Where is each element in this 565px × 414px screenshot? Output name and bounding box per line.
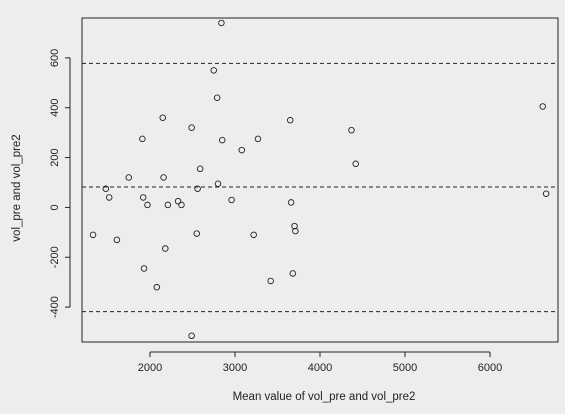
data-point-35 bbox=[292, 227, 299, 235]
data-point-27 bbox=[238, 146, 246, 154]
data-point-19 bbox=[194, 185, 201, 192]
data-point-39 bbox=[542, 190, 550, 197]
data-point-7 bbox=[140, 265, 148, 272]
data-point-15 bbox=[178, 201, 185, 209]
data-point-21 bbox=[210, 67, 217, 74]
data-point-16 bbox=[188, 124, 195, 131]
data-point-13 bbox=[164, 201, 172, 209]
x-tick-label-3: 5000 bbox=[393, 362, 417, 374]
data-point-25 bbox=[218, 136, 226, 144]
data-point-10 bbox=[159, 114, 166, 121]
y-tick-label-5: 600 bbox=[49, 49, 61, 67]
x-tick-label-0: 2000 bbox=[138, 362, 162, 374]
data-point-36 bbox=[348, 126, 355, 134]
data-point-30 bbox=[267, 277, 274, 285]
reference-lines bbox=[82, 62, 558, 313]
data-point-32 bbox=[287, 199, 295, 206]
data-point-0 bbox=[89, 231, 97, 239]
data-point-11 bbox=[160, 174, 167, 181]
data-point-28 bbox=[250, 231, 257, 239]
data-point-9 bbox=[153, 283, 161, 291]
y-tick-label-1: -200 bbox=[49, 246, 61, 268]
data-points bbox=[89, 19, 550, 340]
data-point-18 bbox=[193, 230, 200, 237]
data-point-33 bbox=[289, 270, 297, 277]
x-axis: 2000 3000 4000 5000 6000 bbox=[138, 351, 502, 374]
data-point-22 bbox=[213, 94, 221, 102]
x-tick-label-1: 3000 bbox=[223, 362, 247, 374]
data-point-3 bbox=[113, 236, 121, 244]
data-point-1 bbox=[102, 185, 110, 192]
data-point-38 bbox=[539, 103, 546, 110]
y-axis-title: vol_pre and vol_pre2 bbox=[11, 134, 23, 241]
data-point-8 bbox=[144, 201, 151, 209]
data-point-31 bbox=[287, 116, 294, 124]
data-point-24 bbox=[218, 19, 225, 27]
y-tick-label-2: 0 bbox=[49, 204, 61, 210]
x-axis-title: Mean value of vol_pre and vol_pre2 bbox=[233, 391, 416, 403]
data-point-26 bbox=[228, 196, 235, 204]
data-point-17 bbox=[188, 332, 195, 340]
data-point-34 bbox=[291, 222, 298, 230]
y-axis: -400 -200 0 200 400 600 bbox=[49, 49, 71, 318]
y-tick-label-3: 200 bbox=[49, 148, 61, 166]
data-point-14 bbox=[174, 197, 182, 205]
x-tick-label-2: 4000 bbox=[308, 362, 332, 374]
data-point-37 bbox=[352, 160, 359, 168]
data-point-4 bbox=[125, 174, 132, 181]
data-point-6 bbox=[139, 194, 147, 201]
plot-area-frame bbox=[81, 17, 559, 343]
data-point-20 bbox=[196, 165, 204, 173]
x-tick-label-4: 6000 bbox=[478, 362, 502, 374]
data-point-5 bbox=[139, 135, 146, 143]
y-tick-label-0: -400 bbox=[49, 296, 61, 318]
data-point-2 bbox=[105, 194, 113, 201]
y-tick-label-4: 400 bbox=[49, 99, 61, 117]
data-point-23 bbox=[214, 180, 222, 187]
data-point-29 bbox=[254, 135, 262, 143]
data-point-12 bbox=[162, 245, 169, 252]
